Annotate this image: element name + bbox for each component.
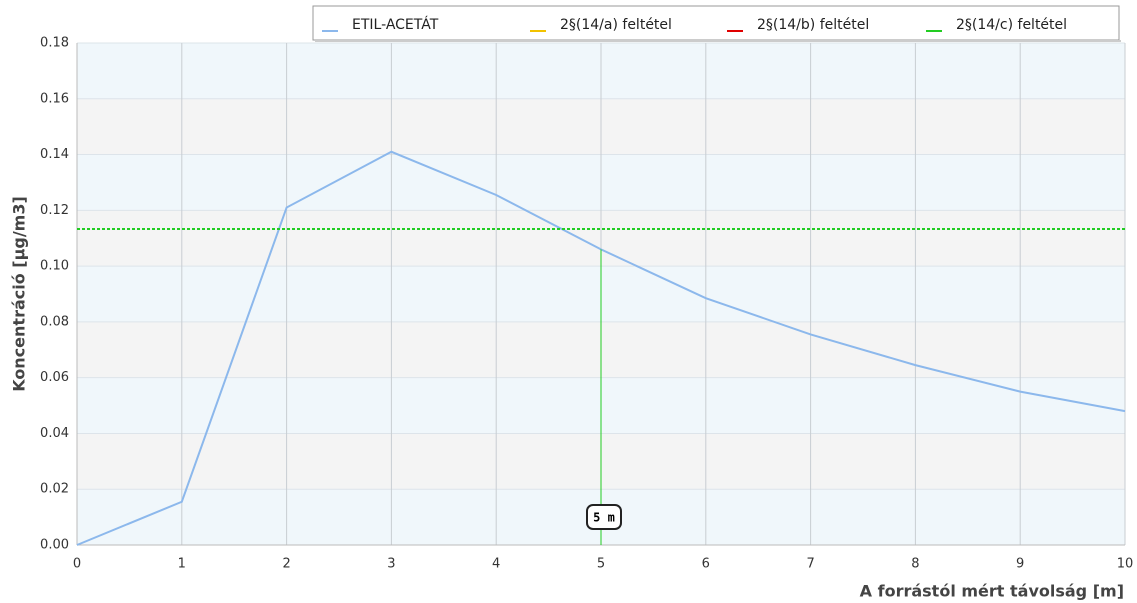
y-tick-label: 0.08	[40, 314, 69, 329]
y-tick-label: 0.06	[40, 370, 69, 385]
annotation-box	[586, 504, 622, 530]
y-tick-label: 0.16	[40, 91, 69, 106]
annotation-label: 5 m	[593, 511, 615, 525]
x-tick-label: 10	[1117, 557, 1134, 572]
legend-label: 2§(14/c) feltétel	[956, 17, 1067, 33]
legend-box	[312, 5, 1120, 41]
x-tick-label: 7	[806, 557, 814, 572]
y-tick-label: 0.10	[40, 259, 69, 274]
y-tick-label: 0.02	[40, 482, 69, 497]
y-tick-label: 0.18	[40, 36, 69, 51]
x-tick-label: 9	[1016, 557, 1024, 572]
y-tick-label: 0.12	[40, 203, 69, 218]
x-tick-label: 4	[492, 557, 500, 572]
y-tick-label: 0.14	[40, 147, 69, 162]
x-tick-label: 1	[178, 557, 186, 572]
y-tick-label: 0.04	[40, 426, 69, 441]
x-tick-label: 8	[911, 557, 919, 572]
x-tick-label: 0	[73, 557, 81, 572]
legend-label: ETIL-ACETÁT	[352, 16, 439, 33]
x-tick-label: 5	[597, 557, 605, 572]
x-axis-title: A forrástól mért távolság [m]	[860, 582, 1124, 601]
legend-label: 2§(14/b) feltétel	[757, 17, 869, 33]
x-tick-label: 3	[387, 557, 395, 572]
legend-label: 2§(14/a) feltétel	[560, 17, 672, 33]
legend: ETIL-ACETÁT 2§(14/a) feltétel 2§(14/b) fel…	[312, 5, 1121, 42]
y-tick-label: 0.00	[40, 538, 69, 553]
x-tick-label: 2	[282, 557, 290, 572]
x-tick-label: 6	[702, 557, 710, 572]
y-axis-title: Koncentráció [µg/m3]	[10, 196, 29, 392]
